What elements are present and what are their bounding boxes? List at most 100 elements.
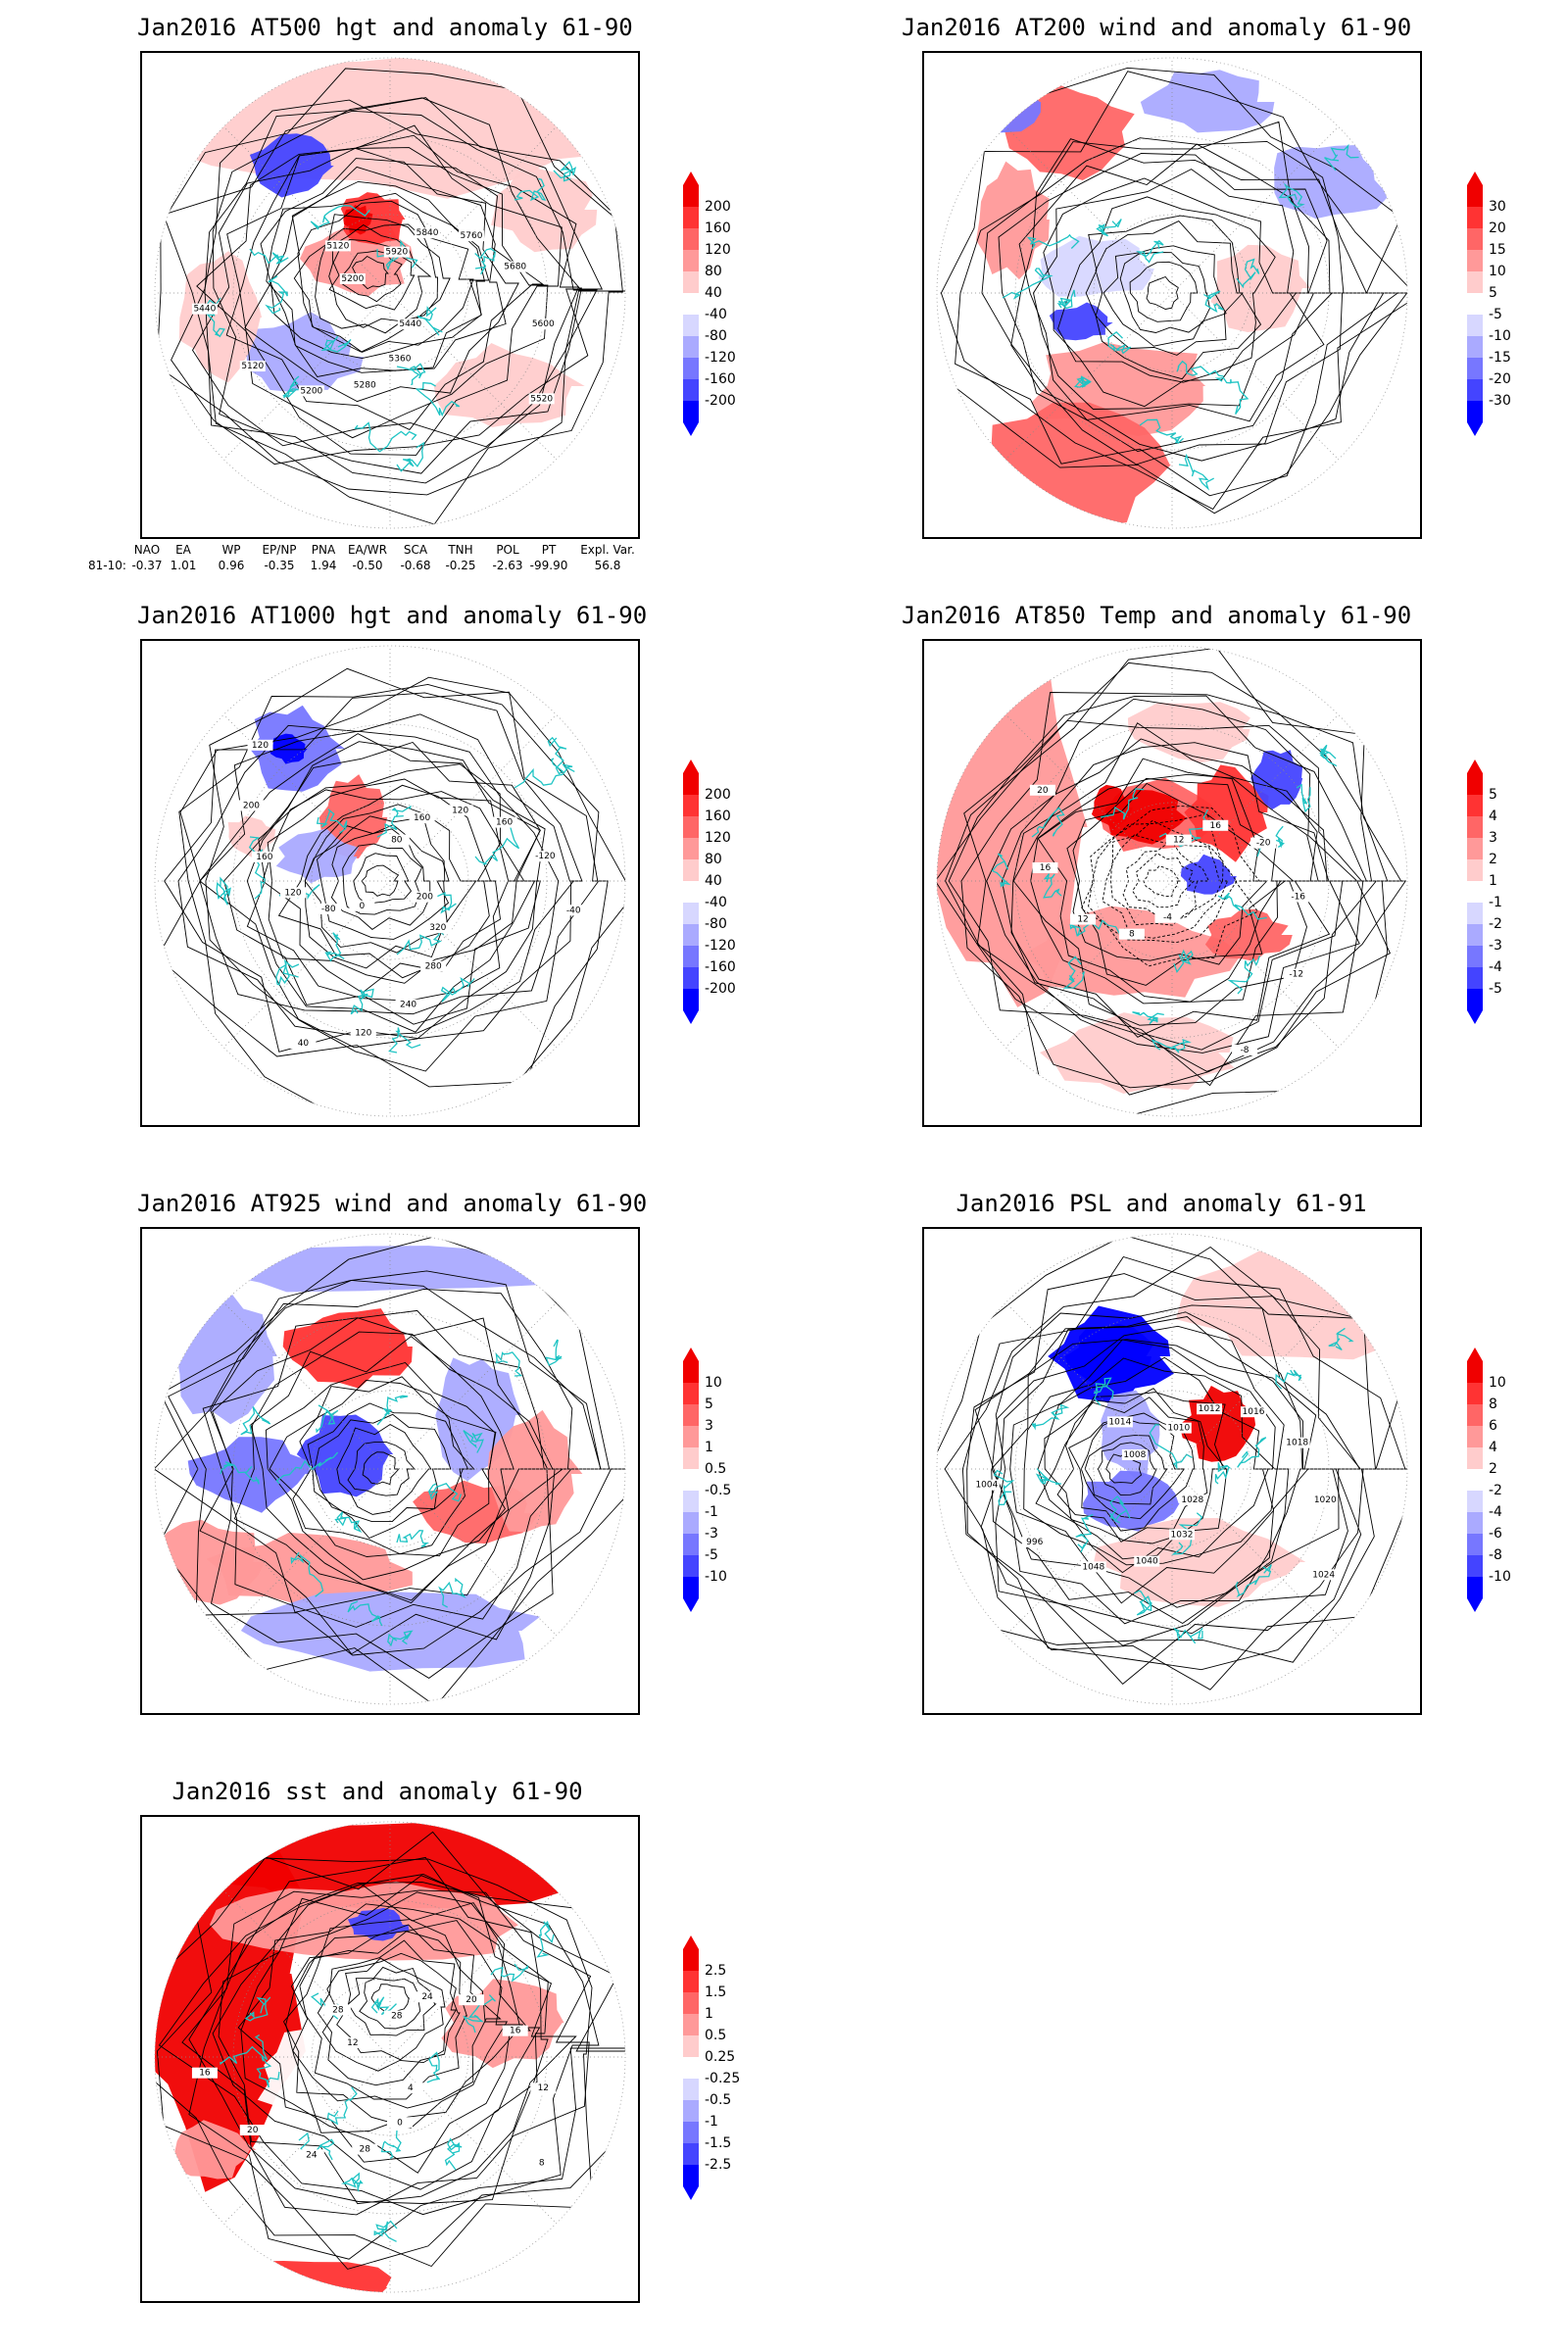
contour-label: 5440 <box>193 305 216 315</box>
contour-label-bg <box>1021 1537 1048 1548</box>
colorbar-label: -5 <box>1489 981 1502 997</box>
contour-line <box>156 110 598 496</box>
colorbar-segment <box>683 2014 699 2035</box>
contour-line <box>164 68 623 525</box>
contour-label: 1012 <box>1199 1404 1221 1414</box>
coastline-segment <box>396 441 425 472</box>
colorbar-segment <box>1467 1577 1483 1598</box>
contour-line <box>156 1831 625 2270</box>
colorbar-segment <box>683 1426 699 1447</box>
streamline <box>168 1288 612 1656</box>
contour-label-bg <box>1165 834 1192 846</box>
contour-line <box>270 180 490 360</box>
anomaly-patch <box>1210 244 1311 332</box>
contour-line <box>212 1883 549 2190</box>
colorbar-bottom-arrow <box>1467 1010 1483 1024</box>
streamline <box>940 71 1407 511</box>
streamline <box>1119 252 1210 333</box>
coastline-segment <box>1096 219 1122 237</box>
colorbar-segment <box>1467 1404 1483 1426</box>
colorbar-label: -80 <box>705 328 727 344</box>
colorbar-label: -3 <box>705 1526 718 1542</box>
contour-label-bg <box>973 1479 1000 1491</box>
contour-label: 12 <box>1077 915 1088 925</box>
coastline-segment <box>536 1920 555 1958</box>
colorbar-top-arrow <box>1467 172 1483 185</box>
anomaly-patch <box>1064 1323 1153 1384</box>
colorbar-label: 200 <box>705 199 731 215</box>
contour-label: 16 <box>1210 821 1222 831</box>
anomaly-patch <box>172 2120 257 2180</box>
contour-line <box>321 1952 458 2072</box>
anomaly-patch <box>1049 302 1113 341</box>
coastline-segment <box>1139 418 1184 445</box>
contour-line <box>226 147 549 439</box>
contour-label-bg <box>1080 1561 1106 1573</box>
contour-label: 1020 <box>1314 1495 1337 1505</box>
tele-header: SCA <box>403 543 428 557</box>
colorbar-segment <box>683 903 699 924</box>
coastline-segment <box>426 2051 441 2083</box>
colorbar-segment <box>683 838 699 859</box>
contour-line <box>1105 1451 1143 1484</box>
colorbar-segment <box>683 1555 699 1577</box>
contour-label-bg <box>339 272 366 284</box>
colorbar-label: 160 <box>705 220 731 236</box>
colorbar-segment <box>683 795 699 816</box>
contour-label: 0 <box>397 2118 403 2128</box>
contour-line <box>181 1889 592 2216</box>
colorbar-segment <box>683 185 699 207</box>
anomaly-patch <box>1184 764 1269 862</box>
map-frame <box>922 51 1422 539</box>
anomaly-patch <box>1175 1234 1407 1360</box>
coastline-segment <box>1178 453 1215 491</box>
coastline-segment <box>216 876 231 906</box>
colorbar-segment <box>1467 1383 1483 1404</box>
colorbar-top-arrow <box>683 172 699 185</box>
contour-line <box>237 1903 541 2163</box>
contour-label: -8 <box>1241 1046 1250 1055</box>
colorbar-segment <box>683 228 699 250</box>
colorbar-segment <box>1467 1447 1483 1469</box>
coastline-segment <box>1236 258 1260 289</box>
contour-label-bg <box>239 2125 266 2136</box>
panel-at1000: Jan2016 AT1000 hgt and anomaly 61-90 80 1… <box>0 588 784 1176</box>
map-content <box>937 58 1407 528</box>
colorbar-label: 3 <box>705 1418 713 1434</box>
contour-label: 28 <box>332 2005 344 2015</box>
coastline-segment <box>1235 1564 1272 1598</box>
panel-title: Jan2016 AT200 wind and anomaly 61-90 <box>902 14 1412 41</box>
contour-line <box>353 853 413 906</box>
contour-label: 160 <box>496 818 513 828</box>
contour-label-bg <box>1285 891 1311 903</box>
panel-psl: Jan2016 PSL and anomaly 61-91 1010 1012 10… <box>784 1176 1568 1764</box>
colorbar-segment <box>683 2035 699 2057</box>
contour-label-bg <box>1310 1569 1337 1581</box>
colorbar-label: -15 <box>1489 350 1511 366</box>
contour-line <box>1110 834 1224 926</box>
streamline <box>1010 138 1368 462</box>
colorbar-segment <box>683 207 699 228</box>
coastline-segment <box>427 1483 463 1502</box>
contour-line <box>223 741 541 1025</box>
colorbar-label: 10 <box>1489 264 1506 279</box>
coastline-segment <box>275 958 300 986</box>
contour-label: 40 <box>298 1039 310 1049</box>
map-frame: 80 160 120 160 -120 -40 200 320 280 240 120 40 0 -80 1… <box>140 639 640 1127</box>
colorbar-label: 160 <box>705 808 731 824</box>
contour-label-bg <box>1250 837 1277 849</box>
colorbar-segment <box>683 2057 699 2079</box>
contour-line <box>204 97 625 484</box>
coastline-segment <box>474 247 496 275</box>
coastline-segment <box>1203 290 1224 313</box>
colorbar-label: 1 <box>705 2006 713 2022</box>
coastline-segment <box>347 1600 383 1627</box>
coastline-segment <box>354 421 417 453</box>
colorbar-label: 30 <box>1489 199 1506 215</box>
contour-label: 1032 <box>1171 1530 1194 1540</box>
tele-header: POL <box>496 543 519 557</box>
teleconnection-table: NAO EA WP EP/NP PNA EA/WR SCA TNH POL PT Expl. Var… <box>88 537 784 576</box>
colorbar-segment <box>683 1949 699 1971</box>
contour-line <box>244 158 519 403</box>
contour-label-bg <box>409 812 435 824</box>
